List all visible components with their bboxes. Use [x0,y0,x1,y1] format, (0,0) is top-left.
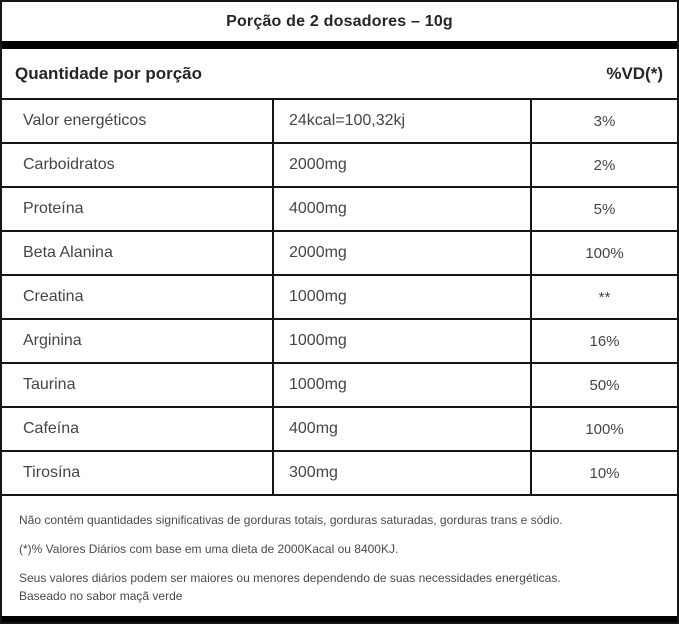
nutrient-dv-cell: ** [598,288,611,306]
table-row: Beta Alanina 2000mg 100% [2,232,677,276]
table-row: Tirosína 300mg 10% [2,452,677,496]
table-row: Arginina 1000mg 16% [2,320,677,364]
table-row: Taurina 1000mg 50% [2,364,677,408]
nutrient-dv-cell: 100% [585,244,624,262]
nutrient-name-cell: Proteína [2,188,274,230]
nutrient-amount-cell: 2000mg [274,232,532,274]
nutrient-name-cell: Carboidratos [2,144,274,186]
serving-size-header: Porção de 2 dosadores – 10g [2,2,677,41]
nutrient-dv-cell: 3% [593,112,616,130]
nutrient-amount-cell: 400mg [274,408,532,450]
nutrient-dv-cell: 10% [589,464,620,482]
nutrient-name-cell: Taurina [2,364,274,406]
nutrient-dv-cell: 100% [585,420,624,438]
nutrient-amount-cell: 24kcal=100,32kj [274,100,532,142]
footnotes-section: Não contém quantidades significativas de… [2,496,677,616]
nutrient-dv-cell: 5% [593,200,616,218]
footnote-values-may-vary: Seus valores diários podem ser maiores o… [19,571,561,603]
quantity-per-serving-label: Quantidade por porção [15,63,203,83]
header-divider-bar [2,41,677,50]
serving-size-text: Porção de 2 dosadores – 10g [226,12,453,30]
footnote-no-significant-amounts: Não contém quantidades significativas de… [19,513,563,527]
nutrient-dv-cell: 2% [593,156,616,174]
nutrient-name-cell: Cafeína [2,408,274,450]
nutrient-name-cell: Arginina [2,320,274,362]
table-subheader: Quantidade por porção %VD(*) [2,49,677,98]
table-row: Proteína 4000mg 5% [2,188,677,232]
nutrient-dv-cell: 50% [589,376,620,394]
nutrient-amount-cell: 4000mg [274,188,532,230]
table-row: Creatina 1000mg ** [2,276,677,320]
nutrient-amount-cell: 1000mg [274,364,532,406]
nutrient-amount-cell: 1000mg [274,320,532,362]
table-row: Valor energéticos 24kcal=100,32kj 3% [2,100,677,144]
nutrient-amount-cell: 2000mg [274,144,532,186]
nutrient-name-cell: Tirosína [2,452,274,494]
nutrient-table: Valor energéticos 24kcal=100,32kj 3% Car… [2,98,677,496]
table-row: Carboidratos 2000mg 2% [2,144,677,188]
bottom-divider-bar [2,616,677,622]
nutrient-amount-cell: 300mg [274,452,532,494]
daily-value-label: %VD(*) [606,63,663,83]
nutrient-name-cell: Valor energéticos [2,100,274,142]
table-row: Cafeína 400mg 100% [2,408,677,452]
nutrient-name-cell: Beta Alanina [2,232,274,274]
nutrient-amount-cell: 1000mg [274,276,532,318]
nutrient-dv-cell: 16% [589,332,620,350]
nutrient-name-cell: Creatina [2,276,274,318]
footnote-daily-values-basis: (*)% Valores Diários com base em uma die… [19,542,399,556]
